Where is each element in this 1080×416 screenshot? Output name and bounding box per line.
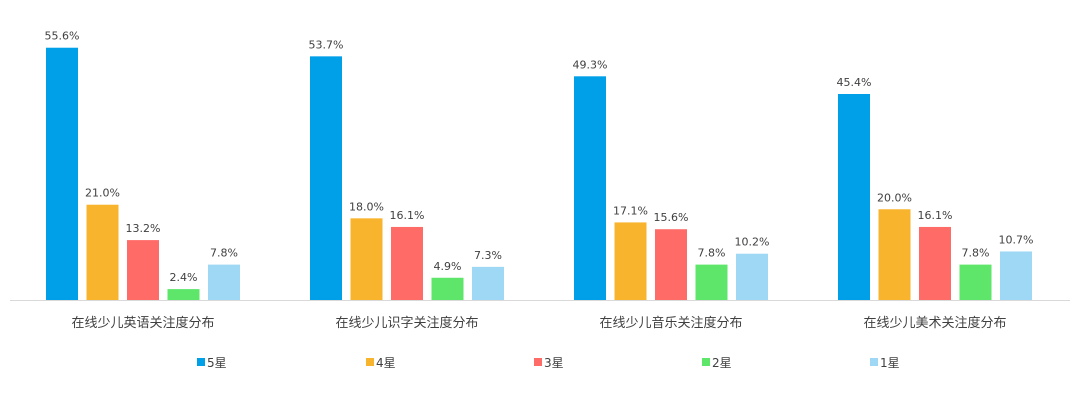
category-label: 在线少儿美术关注度分布	[863, 315, 1006, 331]
data-label: 49.3%	[573, 58, 608, 71]
bar-4-2星	[959, 264, 992, 300]
data-label: 10.2%	[735, 236, 770, 249]
bar-3-5星	[574, 76, 606, 300]
data-label: 55.6%	[45, 30, 80, 43]
data-label: 21.0%	[85, 187, 120, 200]
data-label: 4.9%	[434, 260, 462, 273]
legend-label: 1星	[880, 356, 900, 370]
data-label: 45.4%	[837, 76, 872, 89]
legend-label: 3星	[544, 356, 564, 370]
bar-4-4星	[878, 209, 911, 300]
bar-4-5星	[838, 94, 870, 300]
bar-3-1星	[736, 253, 768, 300]
data-label: 7.8%	[962, 247, 990, 260]
bar-2-3星	[391, 226, 423, 300]
bar-4-1星	[1000, 251, 1032, 300]
bar-3-4星	[614, 222, 647, 300]
bar-2-4星	[350, 218, 383, 300]
data-label: 16.1%	[918, 209, 953, 222]
legend-swatch	[870, 358, 878, 366]
bar-1-3星	[127, 240, 159, 300]
data-label: 15.6%	[654, 211, 689, 224]
category-label: 在线少儿识字关注度分布	[335, 315, 478, 331]
data-label: 10.7%	[999, 233, 1034, 246]
legend-label: 2星	[712, 356, 732, 370]
data-label: 18.0%	[349, 200, 384, 213]
legend-swatch	[197, 358, 205, 366]
bar-3-2星	[695, 264, 728, 300]
data-label: 2.4%	[170, 271, 198, 284]
category-label: 在线少儿音乐关注度分布	[599, 315, 742, 331]
data-label: 7.8%	[210, 247, 238, 260]
data-label: 20.0%	[877, 191, 912, 204]
bar-2-2星	[431, 277, 464, 300]
legend-label: 5星	[207, 356, 227, 370]
bar-3-3星	[655, 229, 687, 300]
legend-swatch	[534, 358, 542, 366]
bar-1-4星	[86, 204, 119, 300]
bar-1-5星	[46, 47, 78, 301]
data-label: 13.2%	[126, 222, 161, 235]
data-label: 7.3%	[474, 249, 502, 262]
data-label: 16.1%	[390, 209, 425, 222]
bar-1-1星	[208, 264, 240, 300]
data-label: 53.7%	[309, 38, 344, 51]
bar-4-3星	[919, 226, 951, 300]
legend-label: 4星	[376, 356, 396, 370]
category-label: 在线少儿英语关注度分布	[71, 315, 214, 331]
bar-2-5星	[310, 56, 342, 301]
data-label: 7.8%	[698, 247, 726, 260]
legend-swatch	[702, 358, 710, 366]
bar-1-2星	[167, 289, 200, 300]
legend-swatch	[366, 358, 374, 366]
bar-2-1星	[472, 266, 504, 300]
data-label: 17.1%	[613, 204, 648, 217]
